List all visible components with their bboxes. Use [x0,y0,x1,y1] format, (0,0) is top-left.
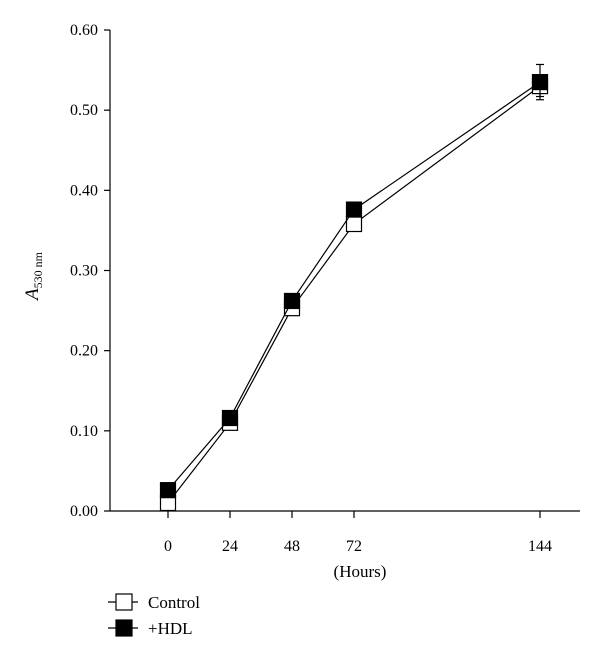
legend-label-control: Control [148,593,200,612]
y-tick-label: 0.30 [70,263,98,280]
data-point-hdl [531,74,549,91]
data-point-hdl [159,482,177,499]
y-axis-title: A530 nm [22,251,45,302]
axes: 0.00 0.10 0.20 0.30 0.40 0.50 0.60 0 24 48 72 144 (H… [22,22,580,581]
data-point-control [345,215,363,233]
x-tick-label: 72 [346,538,362,555]
x-tick-label: 0 [164,538,172,555]
legend-marker-control [115,593,133,611]
data-point-hdl [345,201,363,218]
legend-marker-hdl [115,619,133,637]
x-tick-label: 48 [284,538,300,555]
legend-label-hdl: +HDL [148,619,193,638]
y-tick-label: 0.20 [70,343,98,360]
legend: Control +HDL [108,593,200,638]
series-line-control [167,85,541,504]
y-tick-label: 0.60 [70,22,98,39]
y-tick-label: 0.00 [70,503,98,520]
data-point-hdl [221,409,239,427]
y-tick-label: 0.50 [70,102,98,119]
x-axis-title: (Hours) [334,562,387,581]
x-tick-label: 24 [222,538,238,555]
y-tick-label: 0.40 [70,182,98,199]
data-point-hdl [283,292,301,310]
series-layer [159,63,549,512]
y-tick-label: 0.10 [70,423,98,440]
x-tick-label: 144 [528,538,552,555]
